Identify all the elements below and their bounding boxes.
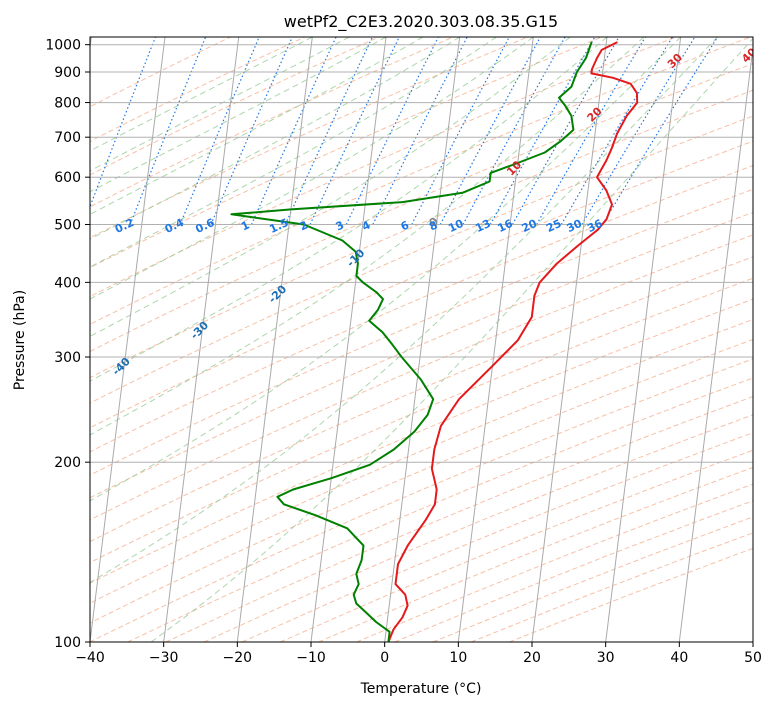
y-tick-label: 700: [54, 130, 81, 146]
dry-adiabat-line: [90, 140, 753, 429]
dry-adiabat-line: [90, 188, 753, 476]
mixing-ratio-line: [90, 37, 157, 209]
y-tick-label: 1000: [45, 38, 81, 54]
dry-adiabat-line: [90, 37, 528, 239]
y-tick-label: 500: [54, 217, 81, 233]
moist-adiabat-line: [90, 37, 682, 502]
temperature-line: [387, 41, 639, 642]
isotherm-line: [605, 37, 682, 642]
mixing-ratio-line: [411, 37, 510, 225]
mixing-ratio-line: [284, 37, 374, 225]
x-tick-label: 10: [449, 650, 467, 666]
moist-adiabat-line: [90, 37, 313, 152]
x-tick-label: −40: [75, 650, 105, 666]
isotherm-line: [531, 37, 608, 642]
y-tick-label: 200: [54, 455, 81, 471]
dry-adiabat-line: [90, 298, 753, 584]
isotherm-line: [90, 37, 166, 642]
x-tick-label: −30: [149, 650, 179, 666]
dewpoint-line: [230, 41, 593, 642]
background-lines: [90, 37, 753, 642]
mixing-ratio-label: 30: [565, 217, 585, 235]
dry-adiabat-line: [90, 37, 454, 208]
mixing-ratio-label: 13: [473, 217, 492, 235]
chart-title: wetPf2_C2E3.2020.303.08.35.G15: [284, 12, 558, 32]
dry-adiabat-line: [90, 338, 753, 624]
dry-adiabat-line: [90, 37, 380, 176]
moist-adiabat-line: [90, 37, 608, 382]
y-tick-label: 300: [54, 350, 81, 366]
moist-adiabat-line: [90, 37, 645, 436]
dry-adiabat-line: [90, 358, 753, 642]
mixing-ratio-line: [602, 37, 719, 225]
dry-adiabat-line: [165, 395, 753, 642]
mixing-ratio-line: [581, 37, 696, 225]
isotherm-line: [236, 37, 313, 642]
x-tick-label: 30: [597, 650, 615, 666]
y-tick-label: 800: [54, 96, 81, 112]
mixing-ratio-line: [536, 37, 646, 225]
y-tick-label: 900: [54, 65, 81, 81]
dry-adiabat-line: [90, 37, 231, 108]
moist-adiabat-line: [90, 37, 534, 300]
dry-adiabat-line: [90, 211, 753, 499]
dry-adiabat-line: [90, 234, 753, 521]
mixing-ratio-line: [560, 37, 673, 225]
x-tick-label: 40: [670, 650, 688, 666]
x-tick-label: 20: [523, 650, 541, 666]
x-tick-label: 50: [744, 650, 762, 666]
y-tick-label: 600: [54, 170, 81, 186]
moist-adiabat-line: [90, 37, 350, 172]
isotherm-line: [310, 37, 387, 642]
dry-adiabat-line: [90, 89, 753, 379]
moist-adiabat-line: [90, 37, 424, 215]
isotherm-line: [384, 37, 461, 642]
mixing-ratio-label: 10: [446, 217, 466, 235]
mixing-ratio-label: 16: [496, 217, 516, 235]
profile-series: [230, 41, 639, 642]
x-tick-label: 0: [380, 650, 389, 666]
isotherm-line: [678, 43, 753, 642]
x-axis-label: Temperature (°C): [360, 681, 482, 697]
pressure-grid: [90, 44, 753, 642]
dry-adiabat-line: [90, 277, 753, 564]
mixing-ratio-line: [511, 37, 620, 225]
x-axis: −40 −30 −20 −10 0 10 20 30 40 50: [75, 642, 762, 666]
y-axis: 100 200 300 400 500 600 700 800 900 1000: [45, 38, 90, 651]
mixing-ratio-line: [210, 37, 293, 225]
moist-adiabat-line: [90, 37, 571, 337]
mixing-ratio-line: [251, 37, 337, 225]
mixing-ratio-label: 25: [544, 217, 563, 235]
y-axis-label: Pressure (hPa): [12, 290, 28, 390]
dry-adiabat-line: [90, 115, 753, 404]
y-tick-label: 400: [54, 275, 81, 291]
isotherm-line: [457, 37, 534, 642]
x-tick-label: −20: [223, 650, 253, 666]
y-tick-label: 100: [54, 635, 81, 651]
dry-adiabat-line: [90, 37, 305, 142]
mixing-ratio-line: [489, 37, 596, 225]
x-tick-label: −10: [296, 650, 326, 666]
isotherm-line: [163, 37, 240, 642]
moist-adiabat-line: [90, 37, 460, 240]
moist-adiabat-line: [90, 37, 718, 583]
mixing-ratio-label: 36: [585, 217, 605, 235]
dry-adiabat-line: [90, 165, 753, 453]
plot-frame: [89, 36, 754, 643]
mixing-ratio-line: [462, 37, 566, 225]
mixing-ratio-label: 20: [520, 217, 540, 235]
mixing-ratio-line: [439, 37, 541, 225]
